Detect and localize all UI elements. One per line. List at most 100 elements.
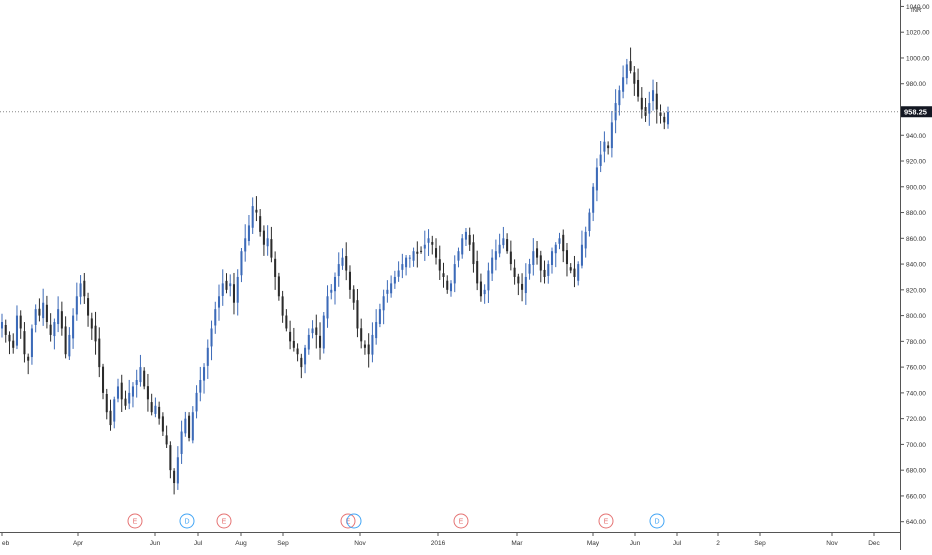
candle-body xyxy=(281,296,284,316)
candle-body xyxy=(285,315,288,329)
event-marker[interactable] xyxy=(340,513,356,529)
candle-body xyxy=(655,93,658,110)
candle-body xyxy=(98,338,101,368)
candle-body xyxy=(90,318,93,329)
candle-body xyxy=(109,410,112,426)
candle-body xyxy=(577,264,580,281)
time-axis-label: Jun xyxy=(630,540,641,547)
candle-body xyxy=(120,382,123,400)
event-marker[interactable] xyxy=(179,513,195,529)
time-axis-label: 2 xyxy=(716,540,720,547)
candle-body xyxy=(60,311,63,329)
candle-body xyxy=(315,327,318,335)
candle-body xyxy=(124,398,127,406)
price-axis-label: 740.00 xyxy=(906,390,926,397)
candle-body xyxy=(330,289,333,293)
candle-body xyxy=(180,431,183,454)
candle-body xyxy=(146,386,149,400)
candle-body xyxy=(262,230,265,245)
event-marker[interactable] xyxy=(216,513,232,529)
event-marker-letter: E xyxy=(604,519,609,526)
candle-body xyxy=(371,334,374,355)
candle-body xyxy=(453,264,456,284)
price-axis-label: 660.00 xyxy=(906,493,926,500)
candle-body xyxy=(457,251,460,261)
event-marker[interactable] xyxy=(127,513,143,529)
candle-body xyxy=(513,267,516,277)
candle-body xyxy=(105,393,108,413)
candle-body xyxy=(191,412,194,441)
candle-body xyxy=(251,206,254,228)
price-axis-label: 1000.00 xyxy=(906,55,930,62)
candle-body xyxy=(333,276,337,292)
event-marker-letter: E xyxy=(222,519,227,526)
candle-body xyxy=(521,283,524,290)
candle-body xyxy=(536,248,539,258)
candle-body xyxy=(625,64,628,79)
time-axis-label: 2016 xyxy=(431,540,446,547)
event-marker-letter: E xyxy=(133,519,138,526)
candle-body xyxy=(72,315,75,339)
candle-body xyxy=(352,289,355,303)
candle-body xyxy=(629,61,632,71)
candle-body xyxy=(491,257,494,274)
candle-body xyxy=(27,356,30,361)
candle-body xyxy=(19,315,22,329)
candle-body xyxy=(637,79,640,97)
price-axis-label: 1020.00 xyxy=(906,30,930,37)
price-axis[interactable]: 640.00 660.00 680.00 700.00 720.00 740.00 760.… xyxy=(900,4,930,526)
candle-body xyxy=(524,276,527,294)
event-marker[interactable] xyxy=(453,513,469,529)
price-axis-label: 940.00 xyxy=(906,133,926,140)
price-axis-label: 820.00 xyxy=(906,287,926,294)
candle-body xyxy=(68,334,71,357)
candle-body xyxy=(154,405,157,414)
candle-body xyxy=(217,296,221,308)
candle-body xyxy=(483,289,486,295)
candle-body xyxy=(434,248,438,258)
candle-body xyxy=(229,283,232,287)
candle-body xyxy=(648,103,651,114)
candle-body xyxy=(45,304,48,323)
candle-body xyxy=(94,325,97,342)
candle-body xyxy=(408,257,411,259)
time-axis-label: Jul xyxy=(194,540,203,547)
candle-body xyxy=(225,280,228,290)
candle-body xyxy=(300,357,303,368)
candle-body xyxy=(663,116,666,123)
candle-body xyxy=(517,276,520,284)
candle-body xyxy=(42,302,45,319)
candle-body xyxy=(169,445,172,471)
candle-body xyxy=(633,72,636,84)
candle-body xyxy=(30,328,33,358)
time-axis[interactable]: eb Apr Jun Jul Aug Sep Nov 2016 Mar May Jun Jul 2 Sep… xyxy=(1,532,881,547)
candle-body xyxy=(292,340,295,348)
candle-body xyxy=(139,367,142,383)
event-marker-overlap[interactable] xyxy=(346,513,362,529)
event-marker[interactable] xyxy=(598,513,614,529)
candle-body xyxy=(607,145,610,149)
candle-body xyxy=(565,250,569,265)
candle-body xyxy=(652,90,655,102)
event-marker[interactable] xyxy=(649,513,665,529)
candle-body xyxy=(240,251,243,276)
candle-body xyxy=(101,366,105,393)
time-axis-label: Mar xyxy=(511,540,523,547)
event-marker-letter: D xyxy=(184,519,189,526)
candle-body xyxy=(427,238,430,243)
candle-body xyxy=(468,234,471,245)
candle-body xyxy=(610,122,613,149)
candle-body xyxy=(255,209,258,213)
candle-body xyxy=(304,347,307,365)
candle-body xyxy=(247,225,250,241)
candle-body xyxy=(4,325,7,335)
candle-body xyxy=(75,296,78,315)
candle-body xyxy=(116,386,120,399)
candle-body xyxy=(487,270,490,291)
candle-body xyxy=(592,186,595,213)
time-axis-label: May xyxy=(587,540,600,547)
candle-body xyxy=(341,257,344,266)
candle-body xyxy=(206,347,209,366)
candle-body xyxy=(405,257,408,268)
candle-body xyxy=(449,283,453,292)
